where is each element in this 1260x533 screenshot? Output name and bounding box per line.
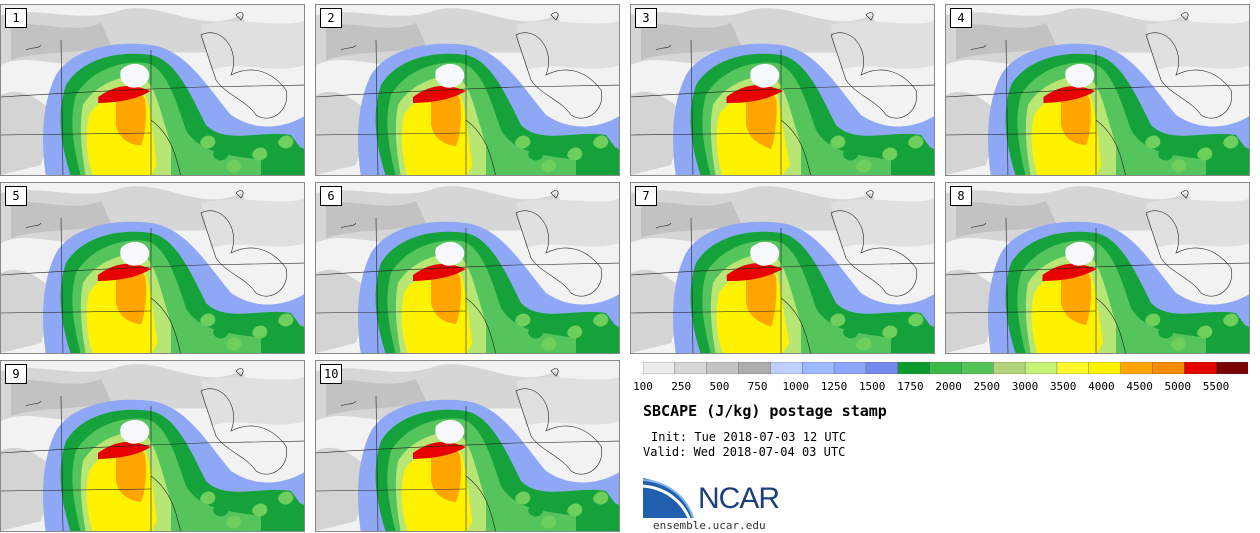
sbcape-colorbar bbox=[643, 362, 1248, 374]
panel-number-label: 8 bbox=[950, 186, 972, 206]
colorbar-swatch bbox=[993, 362, 1026, 374]
sbcape-map bbox=[1, 183, 304, 353]
ncar-logo-text: NCAR bbox=[698, 482, 780, 515]
colorbar-swatch bbox=[706, 362, 740, 374]
colorbar-swatch bbox=[961, 362, 994, 374]
sbcape-map bbox=[316, 361, 619, 531]
panel-number-label: 9 bbox=[5, 364, 27, 384]
sbcape-map bbox=[316, 5, 619, 175]
colorbar-label: 5000 bbox=[1164, 380, 1192, 393]
colorbar-swatch bbox=[1056, 362, 1090, 374]
colorbar-label: 1250 bbox=[820, 380, 848, 393]
colorbar-label: 250 bbox=[671, 380, 692, 393]
sbcape-map bbox=[1, 361, 304, 531]
sbcape-map bbox=[946, 5, 1249, 175]
valid-time: Valid: Wed 2018-07-04 03 UTC bbox=[643, 445, 846, 459]
colorbar-label: 1000 bbox=[782, 380, 810, 393]
ensemble-member-panel: 2 bbox=[315, 4, 620, 176]
colorbar-label: 2500 bbox=[973, 380, 1001, 393]
colorbar-swatch bbox=[770, 362, 803, 374]
colorbar-swatch bbox=[674, 362, 708, 374]
sbcape-map bbox=[1, 5, 304, 175]
ensemble-member-panel: 8 bbox=[945, 182, 1250, 354]
panel-number-label: 5 bbox=[5, 186, 27, 206]
colorbar-label: 1500 bbox=[858, 380, 886, 393]
colorbar-swatch bbox=[1215, 362, 1248, 374]
colorbar-label: 1750 bbox=[897, 380, 924, 393]
colorbar-label: 500 bbox=[709, 380, 730, 393]
panel-number-label: 4 bbox=[950, 8, 972, 28]
colorbar-label: 100 bbox=[633, 380, 653, 393]
colorbar-swatch bbox=[897, 362, 931, 374]
panel-number-label: 6 bbox=[320, 186, 342, 206]
colorbar-swatch bbox=[1152, 362, 1186, 374]
panel-number-label: 10 bbox=[320, 364, 343, 384]
colorbar-swatch bbox=[1120, 362, 1154, 374]
ensemble-member-panel: 4 bbox=[945, 4, 1250, 176]
sbcape-map bbox=[631, 183, 934, 353]
colorbar-label: 4000 bbox=[1088, 380, 1115, 393]
panel-number-label: 1 bbox=[5, 8, 27, 28]
panel-number-label: 2 bbox=[320, 8, 342, 28]
sbcape-map bbox=[316, 183, 619, 353]
ensemble-member-panel: 1 bbox=[0, 4, 305, 176]
colorbar-swatch bbox=[643, 362, 676, 374]
panel-number-label: 3 bbox=[635, 8, 657, 28]
chart-title: SBCAPE (J/kg) postage stamp bbox=[643, 402, 887, 420]
panel-number-label: 7 bbox=[635, 186, 657, 206]
colorbar-swatch bbox=[833, 362, 867, 374]
colorbar-swatch bbox=[1088, 362, 1122, 374]
ensemble-member-panel: 10 bbox=[315, 360, 620, 532]
colorbar-swatch bbox=[802, 362, 835, 374]
colorbar-labels: 100 250 500 750 1000 1250 1500 1750 2000 2500 3000… bbox=[633, 380, 1253, 396]
colorbar-swatch bbox=[1184, 362, 1217, 374]
ensemble-member-panel: 9 bbox=[0, 360, 305, 532]
colorbar-swatch bbox=[929, 362, 963, 374]
sbcape-map bbox=[631, 5, 934, 175]
colorbar-swatch bbox=[1024, 362, 1058, 374]
logo-url: ensemble.ucar.edu bbox=[653, 519, 766, 532]
ensemble-member-panel: 5 bbox=[0, 182, 305, 354]
colorbar-swatch bbox=[738, 362, 772, 374]
colorbar-label: 3500 bbox=[1049, 380, 1077, 393]
ensemble-member-panel: 6 bbox=[315, 182, 620, 354]
colorbar-swatch bbox=[865, 362, 899, 374]
colorbar-label: 750 bbox=[747, 380, 768, 393]
colorbar-label: 3000 bbox=[1011, 380, 1039, 393]
colorbar-label: 2000 bbox=[935, 380, 962, 393]
init-time: Init: Tue 2018-07-03 12 UTC bbox=[651, 430, 847, 444]
colorbar-label: 4500 bbox=[1126, 380, 1153, 393]
ncar-logo-icon bbox=[643, 478, 694, 518]
colorbar-label: 5500 bbox=[1202, 380, 1230, 393]
ensemble-member-panel: 3 bbox=[630, 4, 935, 176]
sbcape-map bbox=[946, 183, 1249, 353]
ensemble-member-panel: 7 bbox=[630, 182, 935, 354]
